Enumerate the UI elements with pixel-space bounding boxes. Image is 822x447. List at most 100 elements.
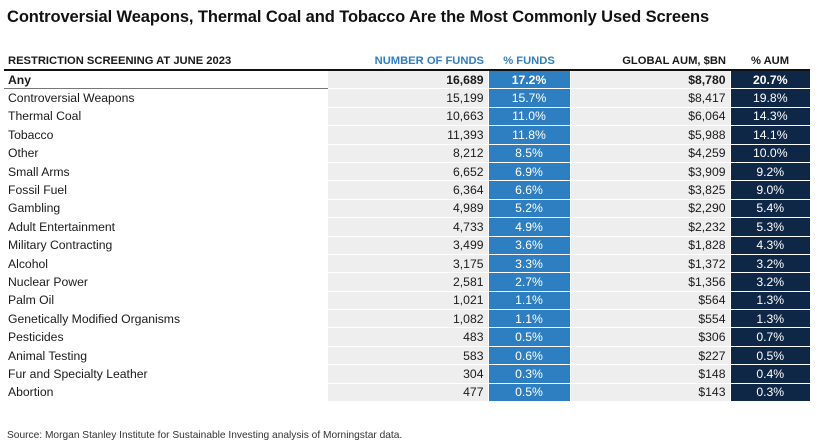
cell-percent-aum: 14.3% <box>729 107 810 127</box>
cell-number-of-funds: 1,021 <box>328 291 488 311</box>
cell-screen-name: Military Contracting <box>4 236 328 255</box>
table-row: Nuclear Power 2,581 2.7% $1,356 3.2% <box>4 272 810 292</box>
cell-global-aum: $2,232 <box>569 217 730 237</box>
cell-number-of-funds: 483 <box>328 327 488 347</box>
cell-percent-funds: 8.5% <box>487 144 570 163</box>
cell-global-aum: $227 <box>569 346 730 366</box>
cell-percent-funds: 6.6% <box>487 180 570 200</box>
cell-number-of-funds: 4,989 <box>328 199 488 219</box>
cell-percent-funds: 2.7% <box>487 272 570 292</box>
cell-percent-aum: 1.3% <box>729 291 810 311</box>
cell-screen-name: Adult Entertainment <box>4 217 328 237</box>
cell-number-of-funds: 8,212 <box>328 144 488 163</box>
screening-table: RESTRICTION SCREENING AT JUNE 2023 NUMBE… <box>4 52 810 403</box>
cell-global-aum: $3,909 <box>569 162 730 182</box>
table-row: Military Contracting 3,499 3.6% $1,828 4.3% <box>4 236 810 255</box>
cell-percent-aum: 19.8% <box>729 88 810 108</box>
table-row: Thermal Coal 10,663 11.0% $6,064 14.3% <box>4 107 810 127</box>
cell-percent-funds: 15.7% <box>487 88 570 108</box>
cell-percent-funds: 6.9% <box>487 162 570 182</box>
cell-global-aum: $564 <box>569 291 730 311</box>
cell-screen-name: Alcohol <box>4 254 328 274</box>
cell-number-of-funds: 477 <box>328 383 488 403</box>
cell-screen-name: Fur and Specialty Leather <box>4 364 328 384</box>
cell-global-aum: $5,988 <box>569 125 730 145</box>
source-note: Source: Morgan Stanley Institute for Sus… <box>7 430 403 441</box>
cell-global-aum: $1,356 <box>569 272 730 292</box>
cell-screen-name: Nuclear Power <box>4 272 328 292</box>
cell-global-aum: $2,290 <box>569 199 730 219</box>
cell-global-aum: $4,259 <box>569 144 730 163</box>
cell-percent-aum: 9.2% <box>729 162 810 182</box>
cell-percent-aum: 1.3% <box>729 309 810 329</box>
cell-global-aum: $306 <box>569 327 730 347</box>
cell-global-aum: $8,417 <box>569 88 730 108</box>
cell-percent-funds: 1.1% <box>487 309 570 329</box>
cell-percent-funds: 0.5% <box>487 327 570 347</box>
cell-screen-name: Any <box>4 70 328 90</box>
table-row: Abortion 477 0.5% $143 0.3% <box>4 383 810 403</box>
cell-global-aum: $554 <box>569 309 730 329</box>
cell-screen-name: Other <box>4 144 328 163</box>
table-row: Small Arms 6,652 6.9% $3,909 9.2% <box>4 162 810 182</box>
cell-screen-name: Controversial Weapons <box>4 88 328 108</box>
cell-global-aum: $3,825 <box>569 180 730 200</box>
cell-percent-aum: 9.0% <box>729 180 810 200</box>
cell-percent-funds: 11.8% <box>487 125 570 145</box>
table-row: Other 8,212 8.5% $4,259 10.0% <box>4 144 810 163</box>
cell-percent-aum: 5.3% <box>729 217 810 237</box>
cell-percent-aum: 3.2% <box>729 272 810 292</box>
chart-title: Controversial Weapons, Thermal Coal and … <box>7 8 710 26</box>
cell-screen-name: Fossil Fuel <box>4 180 328 200</box>
cell-global-aum: $148 <box>569 364 730 384</box>
cell-screen-name: Abortion <box>4 383 328 403</box>
column-header-global-aum: GLOBAL AUM, $BN <box>622 54 726 67</box>
cell-percent-aum: 14.1% <box>729 125 810 145</box>
table-row: Tobacco 11,393 11.8% $5,988 14.1% <box>4 125 810 145</box>
cell-screen-name: Gambling <box>4 199 328 219</box>
column-header-number-of-funds: NUMBER OF FUNDS <box>374 54 484 67</box>
cell-number-of-funds: 2,581 <box>328 272 488 292</box>
cell-number-of-funds: 3,175 <box>328 254 488 274</box>
cell-percent-funds: 0.5% <box>487 383 570 403</box>
table-row: Fur and Specialty Leather 304 0.3% $148 0.4% <box>4 364 810 384</box>
cell-percent-aum: 0.7% <box>729 327 810 347</box>
cell-screen-name: Tobacco <box>4 125 328 145</box>
cell-percent-funds: 1.1% <box>487 291 570 311</box>
cell-global-aum: $143 <box>569 383 730 403</box>
cell-percent-aum: 5.4% <box>729 199 810 219</box>
cell-screen-name: Genetically Modified Organisms <box>4 309 328 329</box>
cell-percent-aum: 10.0% <box>729 144 810 163</box>
cell-screen-name: Small Arms <box>4 162 328 182</box>
cell-number-of-funds: 10,663 <box>328 107 488 127</box>
cell-number-of-funds: 15,199 <box>328 88 488 108</box>
cell-number-of-funds: 16,689 <box>328 70 488 90</box>
column-header-restriction: RESTRICTION SCREENING AT JUNE 2023 <box>8 54 232 67</box>
table-header-row: RESTRICTION SCREENING AT JUNE 2023 NUMBE… <box>4 52 810 70</box>
cell-number-of-funds: 1,082 <box>328 309 488 329</box>
cell-screen-name: Thermal Coal <box>4 107 328 127</box>
cell-number-of-funds: 304 <box>328 364 488 384</box>
cell-percent-aum: 3.2% <box>729 254 810 274</box>
cell-percent-funds: 3.6% <box>487 236 570 255</box>
table-row: Gambling 4,989 5.2% $2,290 5.4% <box>4 199 810 219</box>
table-row: Adult Entertainment 4,733 4.9% $2,232 5.3% <box>4 217 810 237</box>
table-row: Controversial Weapons 15,199 15.7% $8,417 19… <box>4 88 810 108</box>
cell-percent-aum: 20.7% <box>729 70 810 90</box>
column-header-percent-funds: % FUNDS <box>503 54 555 67</box>
cell-percent-aum: 0.3% <box>729 383 810 403</box>
cell-number-of-funds: 4,733 <box>328 217 488 237</box>
cell-number-of-funds: 11,393 <box>328 125 488 145</box>
cell-percent-aum: 4.3% <box>729 236 810 255</box>
cell-percent-aum: 0.5% <box>729 346 810 366</box>
cell-global-aum: $6,064 <box>569 107 730 127</box>
cell-percent-aum: 0.4% <box>729 364 810 384</box>
column-header-percent-aum: % AUM <box>750 54 790 67</box>
table-row: Any 16,689 17.2% $8,780 20.7% <box>4 70 810 90</box>
table-row: Palm Oil 1,021 1.1% $564 1.3% <box>4 291 810 311</box>
cell-screen-name: Pesticides <box>4 327 328 347</box>
table-body: Any 16,689 17.2% $8,780 20.7% Controversial W… <box>4 70 810 403</box>
cell-global-aum: $1,372 <box>569 254 730 274</box>
cell-screen-name: Animal Testing <box>4 346 328 366</box>
cell-percent-funds: 3.3% <box>487 254 570 274</box>
